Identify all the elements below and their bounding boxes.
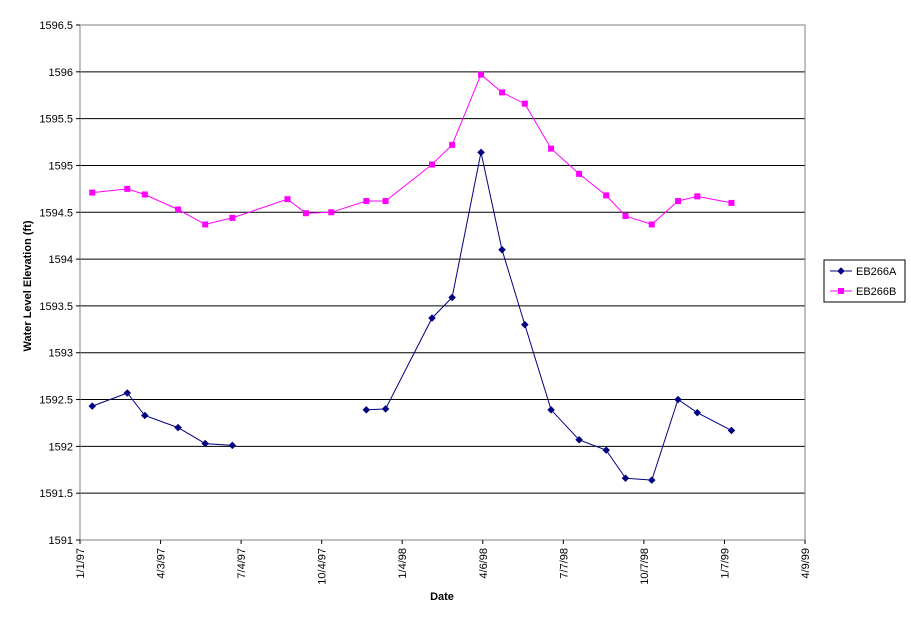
y-tick-label: 1594.5 <box>39 207 73 219</box>
y-tick-label: 1593.5 <box>39 301 73 313</box>
square-marker <box>728 199 735 206</box>
x-tick-label: 7/4/97 <box>236 548 248 579</box>
diamond-marker <box>837 267 845 275</box>
x-tick-label: 7/7/98 <box>558 548 570 579</box>
square-marker <box>603 192 610 199</box>
square-marker <box>202 221 209 228</box>
diamond-marker <box>88 402 97 410</box>
square-marker <box>363 198 370 205</box>
x-axis-ticks: 1/1/97 4/3/97 7/4/97 10/4/97 1/4/98 4/6/98 7/7… <box>75 540 812 585</box>
square-marker <box>576 170 583 177</box>
diamond-marker <box>575 435 583 444</box>
diamond-marker <box>448 293 456 302</box>
square-marker <box>428 161 435 168</box>
x-tick-label: 4/6/98 <box>478 548 490 579</box>
legend-entry: EB266B <box>830 286 896 298</box>
square-marker <box>89 189 96 196</box>
diamond-marker <box>602 446 611 454</box>
diamond-marker <box>547 405 555 414</box>
y-tick-label: 1591 <box>49 535 73 547</box>
square-marker <box>675 198 682 205</box>
diamond-marker <box>477 148 485 157</box>
square-marker <box>302 210 309 217</box>
x-tick-label: 1/7/99 <box>719 548 731 579</box>
y-tick-label: 1596 <box>49 67 73 79</box>
legend-entries: EB266A EB266B <box>830 266 897 298</box>
series-line <box>92 73 732 225</box>
y-tick-label: 1592.5 <box>39 395 73 407</box>
square-marker <box>648 221 655 228</box>
series-eb266b <box>89 71 735 228</box>
x-tick-label: 10/4/97 <box>317 548 329 585</box>
diamond-marker <box>428 314 436 322</box>
square-marker <box>548 145 555 152</box>
legend: EB266A EB266B <box>823 259 906 303</box>
square-marker <box>124 185 131 192</box>
diamond-marker <box>201 439 210 448</box>
x-tick-label: 4/3/97 <box>156 548 168 579</box>
square-marker <box>328 209 335 216</box>
diamond-marker <box>674 395 682 404</box>
diamond-marker <box>140 411 149 420</box>
y-tick-label: 1591.5 <box>39 488 73 500</box>
square-marker <box>141 191 148 198</box>
diamond-marker <box>174 423 182 432</box>
square-marker <box>175 206 182 213</box>
y-axis-ticks: 1591 1591.5 1592 1592.5 1593 1593.5 1594 1594.5… <box>39 20 80 547</box>
series-line <box>92 392 233 446</box>
diamond-marker <box>520 320 529 329</box>
y-tick-label: 1592 <box>49 441 73 453</box>
legend-label: EB266A <box>856 266 897 278</box>
square-marker <box>229 214 236 221</box>
square-marker <box>838 288 844 294</box>
diamond-marker <box>727 426 736 435</box>
plot-area <box>79 24 806 541</box>
diamond-marker <box>693 408 702 417</box>
diamond-marker <box>381 405 390 413</box>
data-series <box>88 71 736 484</box>
y-tick-label: 1593 <box>49 348 73 360</box>
y-tick-label: 1594 <box>49 254 73 266</box>
square-marker <box>382 198 389 205</box>
x-tick-label: 10/7/98 <box>639 548 651 585</box>
square-marker <box>622 213 629 220</box>
y-tick-label: 1595 <box>49 160 73 172</box>
series-eb266a <box>88 148 736 484</box>
diamond-marker <box>362 405 371 414</box>
y-tick-label: 1595.5 <box>39 114 73 126</box>
diamond-marker <box>621 474 630 483</box>
x-axis-title: Date <box>430 591 454 603</box>
x-tick-label: 1/1/97 <box>75 548 87 579</box>
square-marker <box>521 100 528 107</box>
diamond-marker <box>228 441 237 450</box>
square-marker <box>499 89 506 96</box>
y-tick-label: 1596.5 <box>39 20 73 32</box>
legend-label: EB266B <box>856 286 896 298</box>
x-tick-label: 1/4/98 <box>397 548 409 579</box>
diamond-marker <box>647 476 656 484</box>
x-tick-label: 4/9/99 <box>800 548 812 579</box>
diamond-marker <box>123 389 132 397</box>
square-marker <box>478 71 485 78</box>
gridlines <box>80 71 805 494</box>
y-axis-title: Water Level Elevation (ft) <box>22 220 34 351</box>
diamond-marker <box>498 245 506 254</box>
square-marker <box>284 196 291 203</box>
legend-box <box>823 259 906 303</box>
legend-entry: EB266A <box>830 266 897 278</box>
square-marker <box>449 141 456 148</box>
square-marker <box>694 193 701 200</box>
